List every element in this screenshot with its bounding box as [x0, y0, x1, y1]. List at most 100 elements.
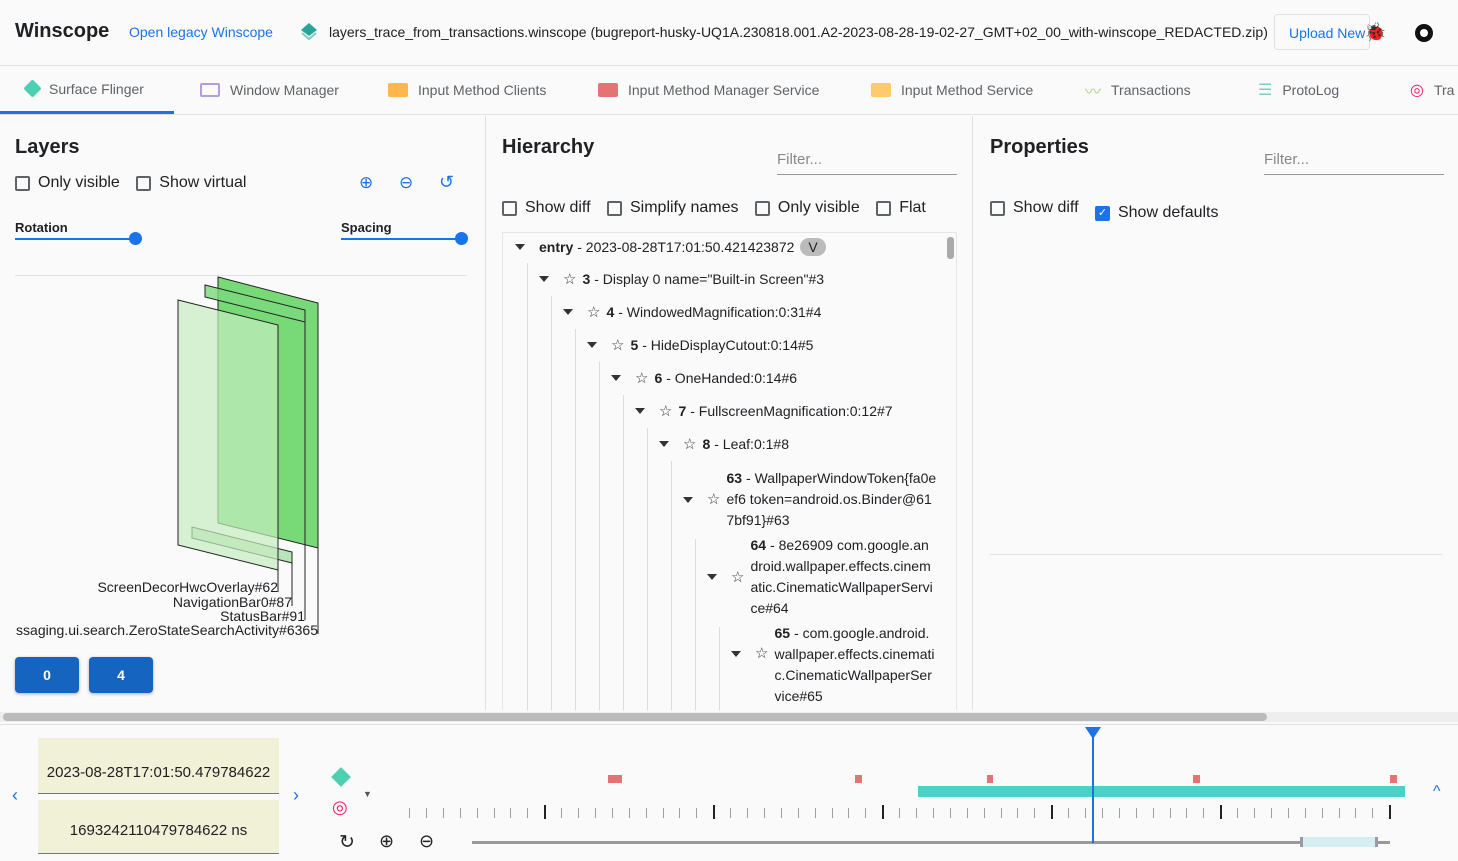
collapse-caret-icon[interactable] — [683, 496, 693, 503]
timestamp-ns-input[interactable]: 1693242110479784622 ns — [38, 800, 279, 854]
reset-view-icon[interactable]: ↺ — [439, 172, 455, 192]
trace-entry-mark[interactable] — [987, 775, 993, 783]
tab-protolog[interactable]: ☰ ProtoLog — [1258, 66, 1339, 114]
app-header: Winscope Open legacy Winscope layers_tra… — [0, 0, 1458, 66]
reset-zoom-icon[interactable]: ↻ — [339, 832, 355, 853]
timeline-range-slider[interactable] — [472, 841, 1390, 844]
tree-node[interactable]: ☆ 5- HideDisplayCutout:0:14#5 — [587, 336, 813, 354]
star-icon[interactable]: ☆ — [731, 568, 745, 586]
timeline-tick — [1152, 808, 1154, 818]
transactions-trace-bar[interactable] — [918, 786, 1405, 797]
tab-window-manager[interactable]: Window Manager — [200, 66, 339, 114]
tree-node-entry[interactable]: entry - 2023-08-28T17:01:50.421423872 V — [515, 237, 826, 257]
display-button-0[interactable]: 0 — [15, 657, 79, 693]
timeline-tick — [594, 808, 596, 818]
open-legacy-link[interactable]: Open legacy Winscope — [129, 24, 273, 40]
collapse-caret-icon[interactable] — [539, 276, 549, 282]
bug-icon[interactable]: 🐞 — [1364, 22, 1387, 42]
layer-label[interactable]: ScreenDecorHwcOverlay#62 — [97, 579, 278, 595]
tree-node[interactable]: ☆ 64- 8e26909 com.google.android.wallpape… — [707, 535, 947, 619]
tree-node[interactable]: ☆ 4- WindowedMagnification:0:31#4 — [563, 303, 821, 321]
display-button-4[interactable]: 4 — [89, 657, 153, 693]
timestamp-input[interactable]: 2023-08-28T17:01:50.479784622 — [38, 738, 279, 794]
only-visible-checkbox[interactable]: Only visible — [15, 174, 120, 192]
star-icon[interactable]: ☆ — [587, 304, 601, 321]
trace-entry-mark[interactable] — [855, 775, 862, 783]
tab-transactions[interactable]: 〰 Transactions — [1085, 66, 1191, 114]
rotation-slider[interactable] — [15, 238, 135, 240]
transitions-icon: ◎ — [1410, 82, 1424, 99]
show-diff-checkbox[interactable]: Show diff — [502, 199, 591, 217]
tab-input-method-clients[interactable]: Input Method Clients — [388, 66, 546, 114]
zoom-out-icon[interactable]: ⊖ — [399, 173, 414, 192]
trace-entry-mark[interactable] — [1390, 775, 1397, 783]
tree-node[interactable]: ☆ 3- Display 0 name="Built-in Screen"#3 — [539, 270, 824, 288]
spacing-slider-handle[interactable] — [455, 232, 468, 245]
star-icon[interactable]: ☆ — [563, 271, 577, 288]
zoom-in-icon[interactable]: ⊕ — [379, 831, 395, 851]
dark-mode-toggle-icon[interactable] — [1413, 22, 1435, 44]
show-diff-checkbox[interactable]: Show diff — [990, 199, 1079, 217]
timeline-tick — [1338, 808, 1340, 818]
tree-node[interactable]: ☆ 7- FullscreenMagnification:0:12#7 — [635, 402, 893, 420]
expand-timeline-icon[interactable]: ^ — [1433, 783, 1441, 800]
flat-checkbox[interactable]: Flat — [876, 199, 926, 217]
trace-selector-dropdown-icon[interactable]: ▼ — [363, 789, 372, 799]
layers-3d-view[interactable] — [0, 260, 486, 660]
tree-node[interactable]: ☆ 8- Leaf:0:1#8 — [659, 435, 789, 453]
collapse-caret-icon[interactable] — [707, 574, 717, 580]
checkbox-label: Simplify names — [629, 199, 739, 216]
simplify-names-checkbox[interactable]: Simplify names — [606, 199, 739, 217]
star-icon[interactable]: ☆ — [611, 337, 625, 354]
tree-scrollbar[interactable] — [947, 237, 954, 259]
star-icon[interactable]: ☆ — [707, 491, 721, 508]
tab-transitions[interactable]: ◎ Tra — [1410, 66, 1454, 114]
show-defaults-checkbox[interactable]: ✓ Show defaults — [1094, 204, 1219, 222]
collapse-caret-icon[interactable] — [587, 342, 597, 348]
collapse-caret-icon[interactable] — [563, 309, 573, 315]
timeline-range-selection[interactable] — [1300, 837, 1378, 847]
timeline-tick — [1085, 808, 1086, 818]
tab-input-method-manager-service[interactable]: Input Method Manager Service — [598, 66, 819, 114]
trace-entry-mark[interactable] — [608, 775, 622, 783]
star-icon[interactable]: ☆ — [659, 403, 673, 420]
zoom-in-icon[interactable]: ⊕ — [359, 173, 374, 192]
collapse-caret-icon[interactable] — [611, 375, 621, 381]
star-icon[interactable]: ☆ — [755, 645, 769, 662]
spacing-slider[interactable] — [341, 238, 461, 240]
star-icon[interactable]: ☆ — [683, 436, 697, 453]
timeline-ticks[interactable] — [0, 725, 1458, 861]
tab-label: Input Method Clients — [418, 82, 547, 98]
upload-new-button[interactable]: Upload New — [1274, 14, 1370, 50]
timeline-tick — [747, 808, 748, 818]
timeline-tick — [1254, 808, 1255, 818]
hierarchy-filter-input[interactable]: Filter... — [777, 151, 957, 175]
prev-entry-icon[interactable]: ‹ — [12, 785, 18, 805]
current-time-cursor[interactable] — [1092, 729, 1094, 843]
next-entry-icon[interactable]: › — [293, 785, 299, 805]
layer-label[interactable]: ssaging.ui.search.ZeroStateSearchActivit… — [16, 622, 318, 638]
rotation-slider-handle[interactable] — [129, 232, 142, 245]
collapse-caret-icon[interactable] — [731, 651, 741, 657]
tree-node[interactable]: ☆ 65- com.google.android.wallpaper.effect… — [731, 623, 951, 710]
only-visible-checkbox[interactable]: Only visible — [754, 199, 860, 217]
collapse-caret-icon[interactable] — [635, 408, 645, 414]
collapse-caret-icon[interactable] — [659, 441, 669, 447]
show-virtual-checkbox[interactable]: Show virtual — [136, 174, 246, 192]
zoom-out-icon[interactable]: ⊖ — [419, 831, 435, 851]
layer-label[interactable]: NavigationBar0#87 — [172, 594, 292, 610]
layer-label[interactable]: StatusBar#91 — [220, 608, 305, 624]
trace-entry-mark[interactable] — [1193, 775, 1200, 783]
properties-filter-input[interactable]: Filter... — [1264, 151, 1444, 175]
tree-node[interactable]: ☆ 63- WallpaperWindowToken{fa0eef6 token=… — [683, 468, 943, 531]
tab-input-method-service[interactable]: Input Method Service — [871, 66, 1033, 114]
collapse-caret-icon[interactable] — [515, 244, 525, 250]
spacing-label: Spacing — [341, 220, 392, 235]
rotation-label: Rotation — [15, 220, 68, 235]
timeline: ‹ 2023-08-28T17:01:50.479784622 16932421… — [0, 724, 1458, 860]
horizontal-scrollbar-thumb[interactable] — [3, 713, 1267, 721]
tree-node[interactable]: ☆ 6- OneHanded:0:14#6 — [611, 369, 797, 387]
tab-surface-flinger[interactable]: Surface Flinger — [0, 66, 174, 114]
star-icon[interactable]: ☆ — [635, 370, 649, 387]
cursor-handle-icon[interactable] — [1085, 727, 1101, 739]
